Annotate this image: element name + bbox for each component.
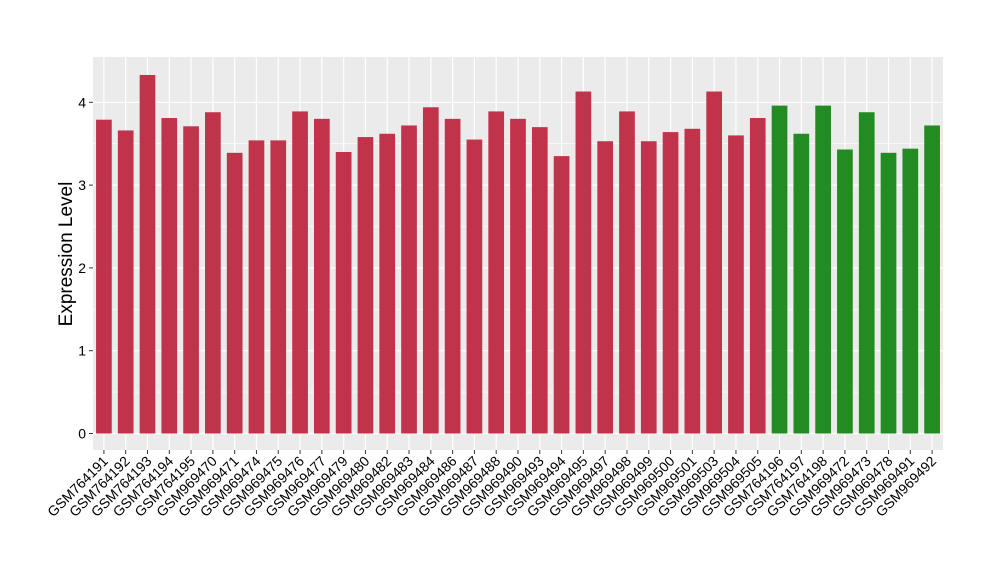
bar-GSM969477 xyxy=(314,118,330,434)
bar-GSM969500 xyxy=(662,132,679,434)
y-axis-title: Expression Level xyxy=(56,182,77,327)
bar-GSM969498 xyxy=(619,111,635,434)
bar-GSM969492 xyxy=(924,125,940,434)
bar-GSM969475 xyxy=(270,140,287,434)
bar-GSM969487 xyxy=(466,139,483,434)
bar-GSM969505 xyxy=(749,118,766,434)
bar-GSM969486 xyxy=(444,118,461,434)
bar-GSM969493 xyxy=(531,127,548,434)
x-axis: GSM764191GSM764192GSM764193GSM764194GSM7… xyxy=(44,450,939,520)
bar-GSM969474 xyxy=(248,140,265,434)
y-axis: 0 1 2 3 4 xyxy=(78,94,93,442)
bar-GSM969479 xyxy=(335,151,352,434)
bar-GSM969504 xyxy=(728,135,744,434)
bar-GSM764196 xyxy=(771,105,788,434)
bar-GSM969471 xyxy=(226,152,243,434)
bar-GSM969473 xyxy=(858,112,875,434)
bar-GSM969483 xyxy=(401,125,417,434)
bar-layer xyxy=(96,74,940,434)
bar-GSM764198 xyxy=(815,105,831,434)
y-tick-label: 1 xyxy=(78,343,86,359)
y-tick-label: 2 xyxy=(78,260,86,276)
bar-GSM764195 xyxy=(183,126,199,434)
bar-GSM969494 xyxy=(553,156,570,434)
bar-GSM764194 xyxy=(161,118,178,434)
bar-GSM764193 xyxy=(139,74,156,434)
bar-GSM969482 xyxy=(379,133,396,434)
bar-GSM969497 xyxy=(597,141,614,434)
bar-GSM969490 xyxy=(510,118,526,434)
bar-GSM764191 xyxy=(96,119,112,434)
bar-GSM969491 xyxy=(902,148,919,434)
bar-GSM969488 xyxy=(488,111,505,434)
y-tick-label: 3 xyxy=(78,177,86,193)
bar-GSM969499 xyxy=(640,141,657,434)
y-tick-label: 0 xyxy=(78,426,86,442)
bar-GSM969501 xyxy=(684,128,701,434)
bar-GSM969476 xyxy=(292,111,308,434)
y-tick-label: 4 xyxy=(78,94,86,110)
bar-GSM969478 xyxy=(880,152,897,434)
bar-GSM969503 xyxy=(706,91,722,434)
bar-GSM969484 xyxy=(422,107,439,434)
bar-GSM969480 xyxy=(357,137,374,434)
bar-GSM969470 xyxy=(205,112,221,434)
bar-GSM969472 xyxy=(837,149,853,434)
bar-GSM764192 xyxy=(117,130,134,434)
bar-GSM764197 xyxy=(793,133,810,434)
bar-GSM969495 xyxy=(575,91,592,434)
